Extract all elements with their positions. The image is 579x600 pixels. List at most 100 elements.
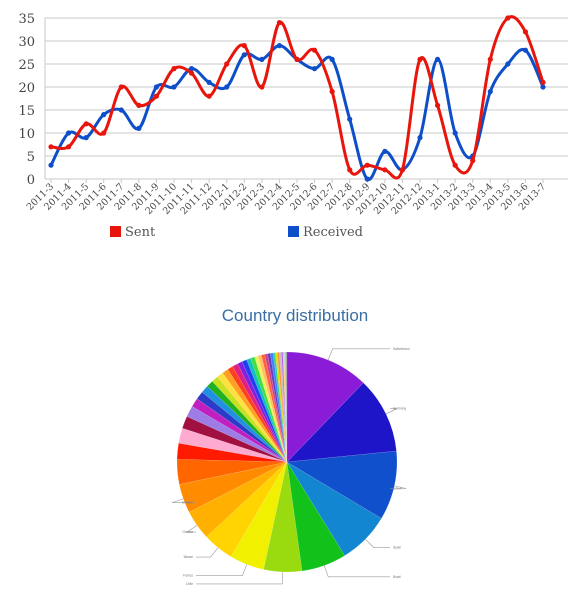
sent-point <box>382 167 388 173</box>
pie-slice <box>286 382 397 463</box>
sent-point <box>241 43 247 49</box>
pie-slice <box>182 416 288 463</box>
sent-point <box>540 79 546 85</box>
line-chart: 051015202530352011-32011-42011-52011-620… <box>18 12 568 240</box>
received-point <box>65 130 72 136</box>
received-point <box>118 107 124 113</box>
sent-point <box>434 102 441 108</box>
pie-leader-line <box>365 539 390 548</box>
received-point <box>276 43 283 49</box>
y-tick-label: 5 <box>27 150 35 165</box>
sent-point <box>83 121 89 127</box>
y-tick-label: 35 <box>18 12 35 27</box>
pie-slice <box>206 461 288 557</box>
pie-slice <box>286 461 382 556</box>
pie-slice <box>254 355 288 463</box>
pie-slice <box>261 354 288 463</box>
received-point <box>364 176 370 182</box>
pie-slice-label: Ukraine <box>182 501 193 505</box>
pie-slice <box>286 450 398 519</box>
sent-point <box>101 130 107 136</box>
sent-point <box>417 56 423 63</box>
sent-point <box>259 84 265 90</box>
y-tick-label: 20 <box>18 81 35 96</box>
sent-point <box>171 66 177 72</box>
pie-slice <box>178 428 288 463</box>
received-point <box>347 116 353 122</box>
pie-slice-label: Germany <box>393 407 407 411</box>
pie-slice <box>274 352 288 463</box>
sent-point <box>276 20 283 26</box>
received-point <box>48 162 54 168</box>
received-point <box>171 84 177 90</box>
received-point <box>153 84 160 90</box>
pie-slice-label: Taiwan <box>183 555 193 559</box>
pie-slice <box>264 353 288 463</box>
pie-slice <box>211 376 288 463</box>
received-point <box>452 130 458 136</box>
pie-slice-label: Switzerland <box>393 347 410 351</box>
pie-slice <box>285 351 288 463</box>
pie-slice <box>176 459 288 485</box>
sent-legend-swatch <box>110 226 121 237</box>
pie-slice <box>176 443 288 463</box>
sent-point <box>399 167 406 173</box>
pie-slice <box>241 359 288 463</box>
pie-slice <box>250 356 288 463</box>
pie-leader-line <box>196 547 219 558</box>
received-point <box>311 66 318 72</box>
pie-slice-label: Brazil <box>393 575 401 579</box>
pie-slice <box>263 461 303 573</box>
pie-slice <box>222 369 288 463</box>
sent-point <box>470 158 476 164</box>
pie-slice <box>284 351 288 463</box>
pie-leader-line <box>390 485 407 489</box>
pie-slice <box>230 461 288 570</box>
y-tick-label: 30 <box>18 35 35 50</box>
sent-point <box>65 144 72 150</box>
pie-slice <box>277 352 288 463</box>
sent-point <box>487 56 493 63</box>
pie-slice <box>257 354 288 463</box>
sent-point <box>224 61 230 67</box>
sent-point <box>153 93 160 99</box>
received-point <box>382 148 388 154</box>
pie-slice <box>279 351 288 463</box>
sent-point <box>522 29 529 35</box>
pie-slice <box>286 351 364 463</box>
received-point <box>136 125 142 131</box>
pie-slice-label: Greece <box>183 530 194 534</box>
received-legend-swatch <box>288 226 299 237</box>
pie-slice <box>237 361 288 463</box>
pie-slice <box>186 406 288 463</box>
y-tick-label: 0 <box>27 173 35 188</box>
received-line <box>49 44 545 181</box>
sent-point <box>118 84 124 90</box>
sent-point <box>294 56 300 63</box>
received-point <box>101 112 107 118</box>
received-point <box>434 56 441 63</box>
pie-chart: Country distribution Switzerland Germany U.… <box>171 306 410 586</box>
received-point <box>188 66 195 72</box>
sent-point <box>206 93 212 99</box>
pie-slice <box>217 372 288 463</box>
received-point <box>487 89 493 95</box>
pie-slice <box>232 363 288 463</box>
sent-point <box>364 162 370 168</box>
pie-slice <box>201 386 288 463</box>
sent-point <box>452 162 458 168</box>
pie-slice <box>267 353 288 463</box>
y-tick-label: 10 <box>18 127 35 142</box>
sent-legend-label: Sent <box>125 225 156 240</box>
pie-leader-line <box>327 348 390 361</box>
pie-slice <box>196 391 288 463</box>
received-point <box>259 56 265 63</box>
pie-leader-line <box>323 565 390 578</box>
pie-slice <box>206 381 288 463</box>
pie-leader-line <box>171 498 196 504</box>
received-legend-label: Received <box>303 225 363 240</box>
pie-slice-label: U.S.A. <box>393 486 402 490</box>
received-point <box>540 84 546 90</box>
received-point <box>206 79 212 85</box>
pie-slice <box>246 358 288 463</box>
